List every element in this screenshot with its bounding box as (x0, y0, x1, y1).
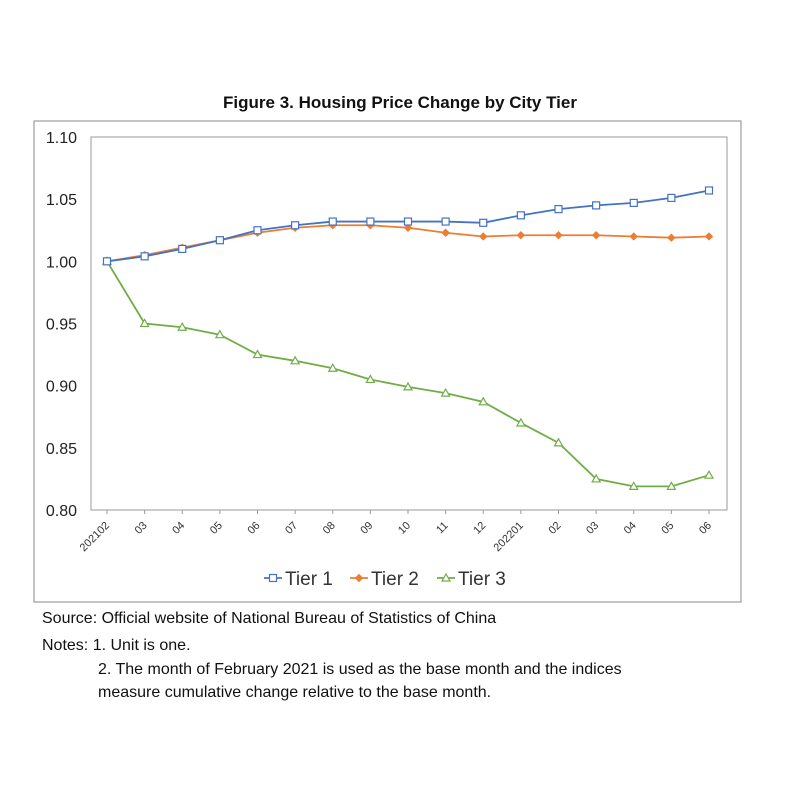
data-point-tier-3 (214, 329, 225, 339)
chart-frame (33, 120, 742, 603)
data-point-tier-2 (403, 223, 413, 232)
data-point-tier-1 (140, 252, 149, 261)
data-point-tier-1 (253, 226, 262, 235)
legend-label-tier-2: Tier 2 (371, 569, 419, 590)
x-tick-label: 03 (133, 520, 150, 537)
x-tick-label: 05 (208, 520, 225, 537)
data-point-tier-2 (629, 232, 638, 241)
data-point-tier-3 (290, 355, 301, 365)
data-point-tier-3 (402, 381, 414, 391)
data-point-tier-3 (515, 417, 526, 427)
legend-label-tier-3: Tier 3 (458, 569, 506, 590)
y-tick-label: 1.10 (46, 130, 77, 147)
data-point-tier-3 (591, 473, 602, 483)
x-tick-label: 07 (283, 520, 300, 537)
data-point-tier-3 (327, 363, 338, 372)
legend-marker-tier-2 (354, 573, 364, 583)
data-point-tier-3 (139, 318, 150, 328)
x-tick-label: 04 (622, 520, 639, 537)
x-tick-label: 06 (697, 520, 714, 537)
note-unit: Notes: 1. Unit is one. (42, 637, 191, 654)
legend-label-tier-1: Tier 1 (285, 569, 333, 590)
x-tick-label: 06 (245, 520, 262, 537)
x-tick-label: 04 (170, 520, 187, 537)
data-point-tier-3 (252, 349, 263, 359)
note-base-month-cont: measure cumulative change relative to th… (98, 684, 492, 701)
x-tick-label: 05 (659, 520, 676, 537)
data-point-tier-2 (516, 231, 526, 240)
data-point-tier-1 (328, 217, 337, 226)
y-tick-label: 0.85 (46, 441, 77, 458)
data-point-tier-1 (629, 198, 638, 207)
data-point-tier-3 (365, 374, 376, 384)
legend-marker-tier-3 (440, 572, 452, 582)
series-line-tier-3 (106, 260, 710, 488)
plot-area (90, 136, 728, 511)
x-tick-label: 08 (321, 520, 338, 537)
data-point-tier-3 (703, 469, 715, 479)
data-point-tier-1 (366, 217, 375, 226)
data-point-tier-1 (592, 201, 601, 210)
y-tick-label: 0.95 (46, 317, 77, 334)
x-tick-label: 202201 (492, 520, 526, 554)
data-point-tier-2 (441, 228, 450, 237)
data-point-tier-1 (403, 217, 413, 226)
data-point-tier-1 (554, 205, 563, 214)
x-tick-label: 09 (358, 520, 375, 537)
y-tick-label: 1.00 (46, 254, 77, 271)
data-point-tier-1 (291, 221, 300, 230)
data-point-tier-3 (666, 481, 677, 490)
data-point-tier-1 (178, 244, 187, 253)
data-point-tier-2 (479, 232, 488, 241)
data-point-tier-1 (704, 186, 714, 195)
x-tick-label: 202102 (78, 520, 112, 554)
y-tick-label: 1.05 (46, 192, 77, 209)
data-point-tier-1 (102, 257, 112, 266)
data-point-tier-1 (667, 193, 676, 203)
legend-marker-tier-1 (268, 573, 278, 583)
data-point-tier-1 (215, 236, 224, 245)
data-point-tier-1 (441, 217, 450, 226)
y-tick-label: 0.90 (46, 379, 77, 396)
x-tick-label: 02 (546, 520, 563, 537)
data-point-tier-3 (440, 387, 451, 397)
data-point-tier-3 (628, 481, 639, 490)
data-point-tier-2 (591, 231, 601, 240)
data-point-tier-2 (704, 232, 714, 241)
x-tick-label: 10 (396, 520, 413, 537)
data-point-tier-2 (554, 231, 563, 240)
data-point-tier-3 (553, 437, 564, 447)
data-point-tier-3 (177, 322, 188, 331)
chart-title: Figure 3. Housing Price Change by City T… (223, 93, 577, 112)
y-tick-label: 0.80 (46, 503, 77, 520)
data-point-tier-1 (479, 218, 488, 227)
data-point-tier-2 (667, 233, 676, 242)
note-base-month: 2. The month of February 2021 is used as… (98, 661, 622, 678)
data-point-tier-3 (478, 396, 489, 406)
source-note: Source: Official website of National Bur… (42, 610, 497, 627)
x-tick-label: 12 (471, 520, 488, 537)
x-tick-label: 11 (434, 520, 451, 537)
x-tick-label: 03 (584, 520, 601, 537)
data-point-tier-1 (516, 211, 525, 220)
